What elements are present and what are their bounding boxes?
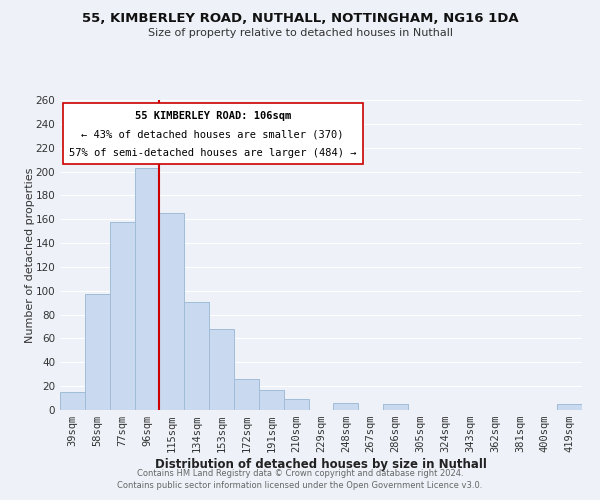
Text: Size of property relative to detached houses in Nuthall: Size of property relative to detached ho… (148, 28, 452, 38)
Text: Contains HM Land Registry data © Crown copyright and database right 2024.: Contains HM Land Registry data © Crown c… (137, 468, 463, 477)
Bar (60, 392, 85, 410)
Text: 57% of semi-detached houses are larger (484) →: 57% of semi-detached houses are larger (… (69, 148, 356, 158)
Bar (259, 390, 284, 410)
Text: 55 KIMBERLEY ROAD: 106sqm: 55 KIMBERLEY ROAD: 106sqm (134, 112, 291, 122)
Bar (383, 404, 408, 410)
Text: ← 43% of detached houses are smaller (370): ← 43% of detached houses are smaller (37… (82, 130, 344, 140)
Y-axis label: Number of detached properties: Number of detached properties (25, 168, 35, 342)
Bar (160, 214, 184, 410)
Text: Contains public sector information licensed under the Open Government Licence v3: Contains public sector information licen… (118, 481, 482, 490)
Bar (557, 404, 582, 410)
Bar (184, 302, 209, 410)
Bar (85, 294, 110, 410)
Bar (284, 400, 308, 410)
Bar (334, 403, 358, 410)
Text: 55, KIMBERLEY ROAD, NUTHALL, NOTTINGHAM, NG16 1DA: 55, KIMBERLEY ROAD, NUTHALL, NOTTINGHAM,… (82, 12, 518, 26)
X-axis label: Distribution of detached houses by size in Nuthall: Distribution of detached houses by size … (155, 458, 487, 471)
Bar (110, 222, 134, 410)
Bar (209, 329, 234, 410)
Bar (134, 168, 160, 410)
FancyBboxPatch shape (62, 103, 363, 164)
Bar (234, 379, 259, 410)
